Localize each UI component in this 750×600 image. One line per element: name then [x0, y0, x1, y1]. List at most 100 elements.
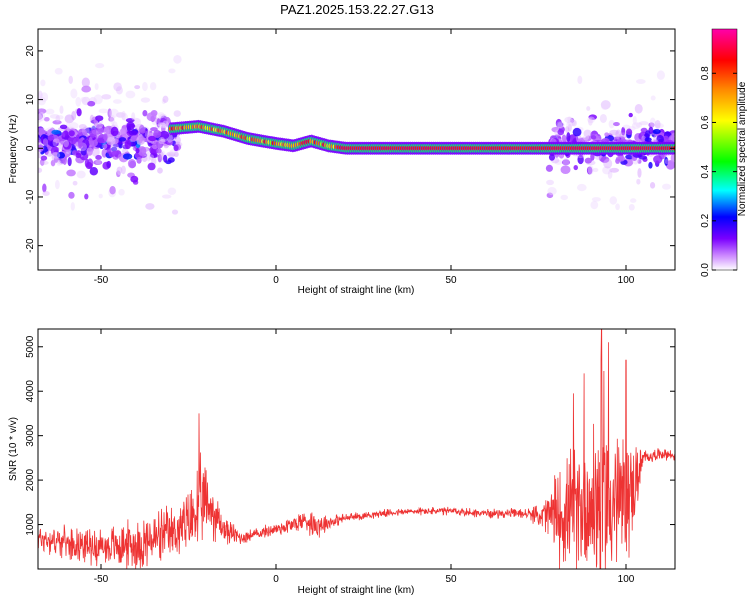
snr-panel: -50 0 50 100 1000 2000 3000 4000 5000 Height of… — [8, 328, 676, 596]
spectrogram-cell — [146, 151, 151, 162]
spectrogram-cell — [55, 115, 61, 123]
spectrogram-cell — [43, 135, 49, 140]
x-tick-label: 50 — [445, 275, 457, 286]
spectrogram-cell — [108, 116, 115, 122]
spectrogram-cell — [670, 153, 675, 163]
spectrogram-cell — [98, 108, 109, 114]
x-tick-label: -50 — [94, 275, 109, 286]
spectrogram-cell — [621, 126, 626, 136]
spectrogram-panel: -50 0 50 100 -20 -10 0 10 20 Height of straight… — [8, 28, 676, 296]
spectrogram-cell — [637, 167, 642, 178]
spectrogram-cell — [38, 137, 42, 147]
spectrogram-cell — [111, 138, 119, 145]
spectrogram-cell — [56, 152, 66, 159]
spectrogram-cell — [95, 63, 105, 69]
spectrogram-cell — [64, 114, 75, 124]
spectrogram-cell — [609, 129, 619, 136]
spectrogram-cell — [136, 156, 142, 164]
spectrogram-cell — [42, 183, 47, 193]
spectrogram-cell — [142, 81, 148, 92]
spectrogram-cell — [59, 105, 64, 114]
spectrogram-cell — [115, 86, 123, 95]
spectrogram-cell — [40, 155, 48, 161]
spectrogram-cell — [52, 138, 58, 147]
spectrogram-cell — [128, 130, 138, 136]
spectrogram-cell — [91, 129, 102, 135]
y-tick-label: 20 — [25, 45, 36, 57]
spectrogram-cell — [590, 135, 597, 140]
spectrogram-cell — [163, 154, 168, 163]
spectrogram-cell — [51, 151, 61, 159]
spectrogram-cell — [167, 139, 174, 146]
spectrogram-cell — [173, 110, 181, 117]
spectrogram-cell — [157, 112, 165, 118]
spectrogram-cell — [603, 158, 613, 169]
spectrogram-cell — [159, 117, 167, 126]
spectrogram-cell — [639, 121, 649, 126]
spectrogram-cell — [89, 167, 99, 176]
spectrogram-cell — [557, 129, 565, 136]
spectrogram-cell — [590, 153, 595, 161]
spectrogram-cell — [78, 123, 87, 130]
spectrogram-cell — [615, 129, 622, 140]
spectrogram-cell — [85, 162, 93, 170]
spectrogram-cell — [131, 112, 136, 121]
spectrogram-cell — [156, 118, 161, 128]
spectrogram-cell — [68, 191, 75, 199]
spectrogram-cell — [45, 108, 55, 115]
spectrogram-cell — [157, 167, 163, 174]
spectrogram-cell — [94, 83, 99, 90]
spectrogram-cell — [95, 155, 102, 160]
spectrogram-cell — [77, 128, 87, 137]
spectrogram-cell — [167, 152, 175, 158]
spectrogram-cell — [148, 154, 155, 161]
spectrogram-cell — [634, 103, 643, 114]
spectrogram-y-ticks: -20 -10 0 10 20 — [25, 45, 675, 253]
spectrogram-cell — [142, 110, 148, 117]
spectrogram-cell — [66, 169, 76, 177]
snr-series-line — [38, 329, 675, 569]
spectrogram-cell — [626, 129, 633, 136]
spectrogram-cell — [112, 99, 122, 104]
spectrogram-cell — [49, 114, 60, 119]
spectrogram-cell — [155, 139, 164, 149]
spectrogram-cell — [111, 150, 120, 156]
spectrogram-cell — [93, 159, 103, 166]
spectrogram-cell — [106, 136, 116, 146]
spectrogram-cell — [121, 112, 128, 121]
spectrogram-cell — [587, 116, 595, 124]
spectrogram-cell — [609, 167, 620, 173]
spectrogram-cell — [111, 146, 118, 152]
spectrogram-cell — [87, 100, 96, 107]
spectrogram-cell — [38, 96, 46, 106]
spectrogram-cell — [648, 161, 653, 169]
spectrogram-cell — [564, 116, 574, 124]
spectrogram-cell — [545, 164, 553, 172]
spectrogram-cell — [562, 158, 570, 166]
spectrogram-cell — [38, 113, 43, 123]
spectrogram-cell — [38, 144, 44, 151]
x-tick-label: -50 — [94, 574, 109, 585]
spectrogram-cell — [54, 67, 63, 75]
spectrogram-cell — [584, 157, 592, 164]
spectrogram-cell — [80, 147, 87, 156]
y-tick-label: 4000 — [25, 380, 36, 403]
spectrogram-cell — [63, 139, 69, 148]
spectrogram-cell — [158, 122, 167, 129]
spectrogram-cell — [173, 55, 182, 64]
spectrogram-cell — [130, 135, 137, 142]
spectrogram-cell — [38, 167, 43, 173]
spectrogram-cell — [599, 113, 607, 124]
snr-x-label: Height of straight line (km) — [298, 585, 415, 596]
spectrogram-cell — [652, 129, 661, 135]
spectrogram-cell — [161, 194, 172, 199]
spectrogram-cell — [62, 140, 72, 150]
spectrogram-cell — [546, 179, 554, 186]
spectrogram-cell — [635, 79, 646, 84]
spectrogram-cell — [110, 114, 116, 125]
spectrogram-cell — [148, 135, 157, 142]
spectrogram-cell — [166, 151, 176, 157]
spectrogram-cell — [140, 97, 151, 103]
spectrogram-cell — [656, 134, 665, 145]
